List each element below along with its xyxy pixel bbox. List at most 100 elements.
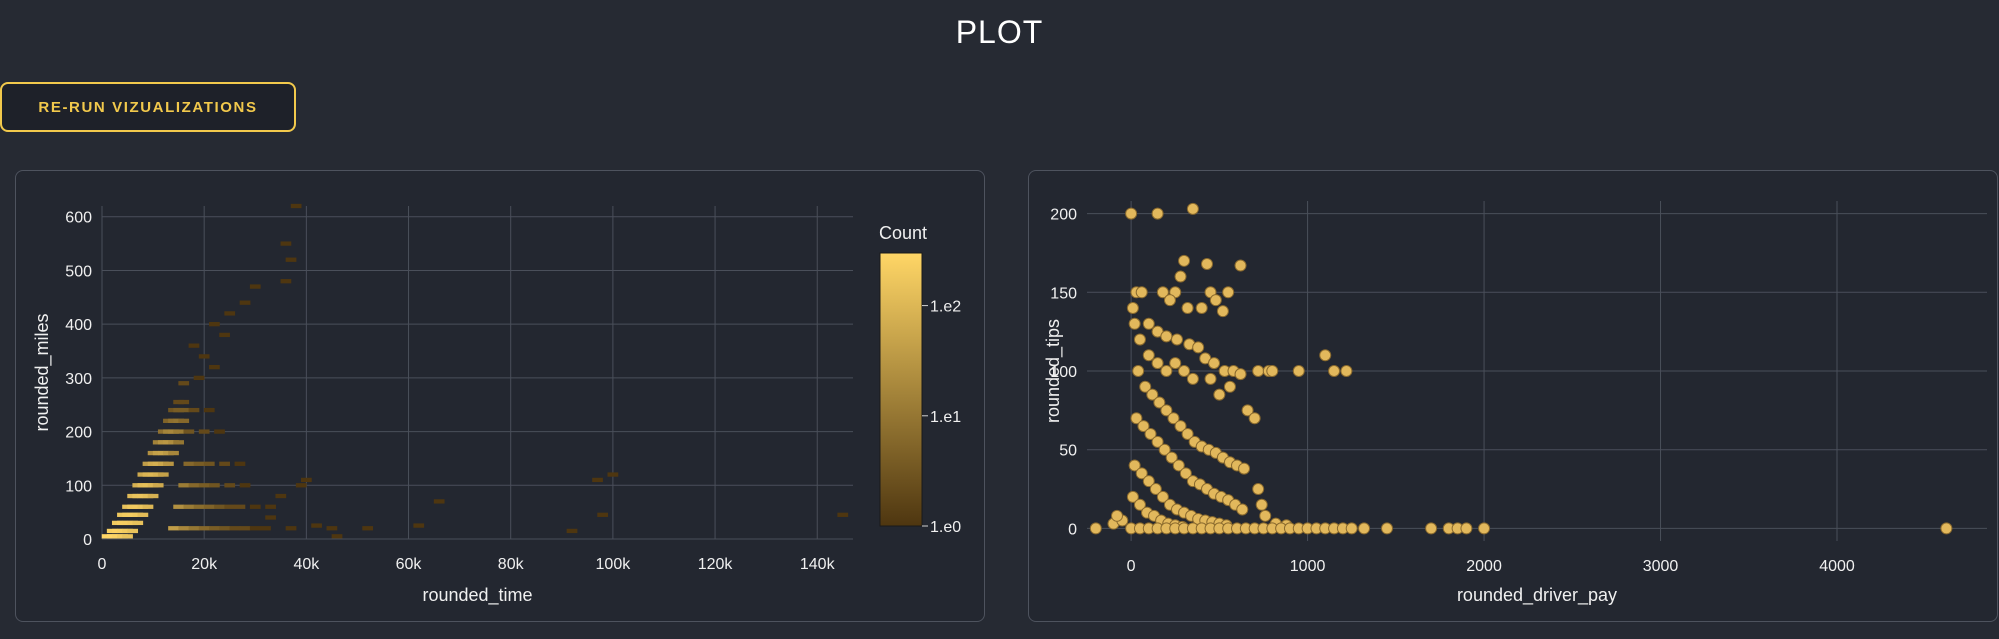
x-tick-label: 1000 — [1290, 558, 1326, 575]
heatmap-cell — [127, 528, 139, 534]
scatter-point — [1133, 498, 1146, 511]
heatmap-cell — [203, 461, 215, 466]
scatter-point — [1142, 349, 1155, 362]
y-tick-label: 0 — [83, 532, 92, 549]
scatter-point — [1208, 357, 1221, 370]
heatmap-cell — [152, 483, 164, 488]
heatmap-cell — [433, 499, 445, 504]
scatter-point — [1186, 372, 1199, 385]
heatmap-cell — [157, 472, 169, 477]
y-tick-label: 0 — [1068, 521, 1077, 538]
y-tick-label: 100 — [65, 478, 92, 495]
heatmap-cell — [285, 257, 297, 262]
scatter-point — [1292, 365, 1305, 377]
scatter-point — [1238, 462, 1251, 475]
scatter-point — [1178, 254, 1191, 267]
scatter-panel: 0 1000 2000 3000 4000 0 50 100 150 200 rounded_dri… — [1028, 170, 1998, 622]
scatter-point — [1340, 365, 1353, 377]
scatter-point — [1111, 509, 1123, 522]
scatter-point — [1255, 498, 1268, 511]
scatter-point — [1241, 404, 1254, 417]
heatmap-cell — [239, 300, 251, 305]
heatmap-cell — [178, 381, 190, 386]
y-axis-label: rounded_miles — [32, 313, 53, 431]
heatmap-cell — [214, 429, 225, 434]
scatter-point — [1144, 427, 1157, 440]
heatmap-cell — [173, 440, 184, 445]
heatmap-panel: 0 20k 40k 60k 80k 100k 120k 140k 0 100 200 300 400 50… — [15, 170, 985, 622]
heatmap-cell — [193, 461, 205, 466]
scatter-point — [1158, 443, 1171, 456]
scatter-point — [1172, 459, 1185, 472]
scatter-point — [1259, 509, 1272, 522]
heatmap-cell — [566, 528, 578, 534]
scatter-point — [1478, 522, 1491, 535]
scatter-point — [1234, 368, 1247, 381]
scatter-point — [1160, 330, 1173, 343]
scatter-point — [1128, 459, 1141, 472]
heatmap-cell — [188, 483, 200, 488]
rerun-visualizations-button[interactable]: RE-RUN VIZUALIZATIONS — [0, 82, 296, 132]
heatmap-cell — [224, 483, 236, 488]
scatter-point — [1126, 490, 1139, 503]
heatmap-cell — [219, 526, 230, 531]
heatmap-cell — [193, 375, 205, 381]
scatter-point — [1358, 522, 1371, 535]
scatter-point — [1163, 294, 1176, 307]
scatter-point — [1142, 475, 1155, 488]
heatmap-cell — [331, 534, 343, 539]
heatmap-cell — [209, 526, 220, 531]
x-tick-label: 120k — [698, 556, 734, 573]
heatmap-cell — [209, 322, 220, 327]
scatter-point — [1142, 317, 1155, 330]
y-tick-label: 100 — [1050, 364, 1077, 381]
heatmap-cell — [592, 477, 603, 483]
y-tick-label: 300 — [65, 371, 92, 388]
x-tick-label: 4000 — [1819, 558, 1855, 575]
heatmap-cell — [178, 526, 190, 531]
x-tick-label: 80k — [498, 556, 525, 573]
legend-title: Count — [879, 223, 927, 243]
heatmap-cell — [188, 526, 200, 531]
heatmap-cell — [173, 429, 184, 434]
scatter-point — [1223, 380, 1236, 393]
legend-tick-label: 1.e0 — [930, 519, 961, 536]
heatmap-cell — [142, 504, 154, 509]
heatmap-cell — [219, 461, 230, 466]
heatmap-cell — [239, 483, 251, 488]
heatmap-cell — [209, 483, 220, 488]
scatter-point — [1125, 207, 1138, 220]
scatter-point — [1381, 522, 1393, 535]
heatmap-cell — [132, 520, 144, 526]
heatmap-cell — [300, 477, 312, 483]
scatter-point — [1174, 420, 1187, 433]
heatmap-cell — [249, 526, 261, 531]
heatmap-cell — [837, 512, 849, 517]
heatmap-cell — [362, 526, 374, 531]
heatmap-cell — [290, 203, 302, 209]
heatmap-cell — [188, 343, 200, 348]
scatter-point — [1209, 294, 1222, 307]
x-tick-label: 40k — [293, 556, 320, 573]
scatter-point — [1319, 349, 1332, 362]
scatter-point — [1151, 357, 1164, 370]
scatter-point — [1167, 412, 1180, 425]
heatmap-cell — [122, 534, 133, 539]
heatmap-cell — [229, 526, 241, 531]
scatter-point — [1135, 286, 1148, 299]
scatter-point — [1146, 388, 1159, 401]
scatter-point — [1137, 420, 1150, 433]
x-axis-label: rounded_time — [422, 585, 532, 606]
heatmap-cell — [183, 461, 195, 466]
y-tick-label: 150 — [1050, 285, 1077, 302]
heatmap-cell — [198, 483, 210, 488]
heatmap-cell — [178, 399, 190, 405]
y-tick-label: 500 — [65, 263, 92, 280]
scatter-point — [1089, 522, 1102, 535]
scatter-point — [1201, 257, 1213, 270]
scatter-point — [1156, 490, 1169, 503]
scatter-point — [1181, 302, 1194, 315]
heatmap-cell — [249, 284, 261, 289]
scatter-point — [1216, 305, 1229, 318]
heatmap-cell — [280, 279, 292, 284]
